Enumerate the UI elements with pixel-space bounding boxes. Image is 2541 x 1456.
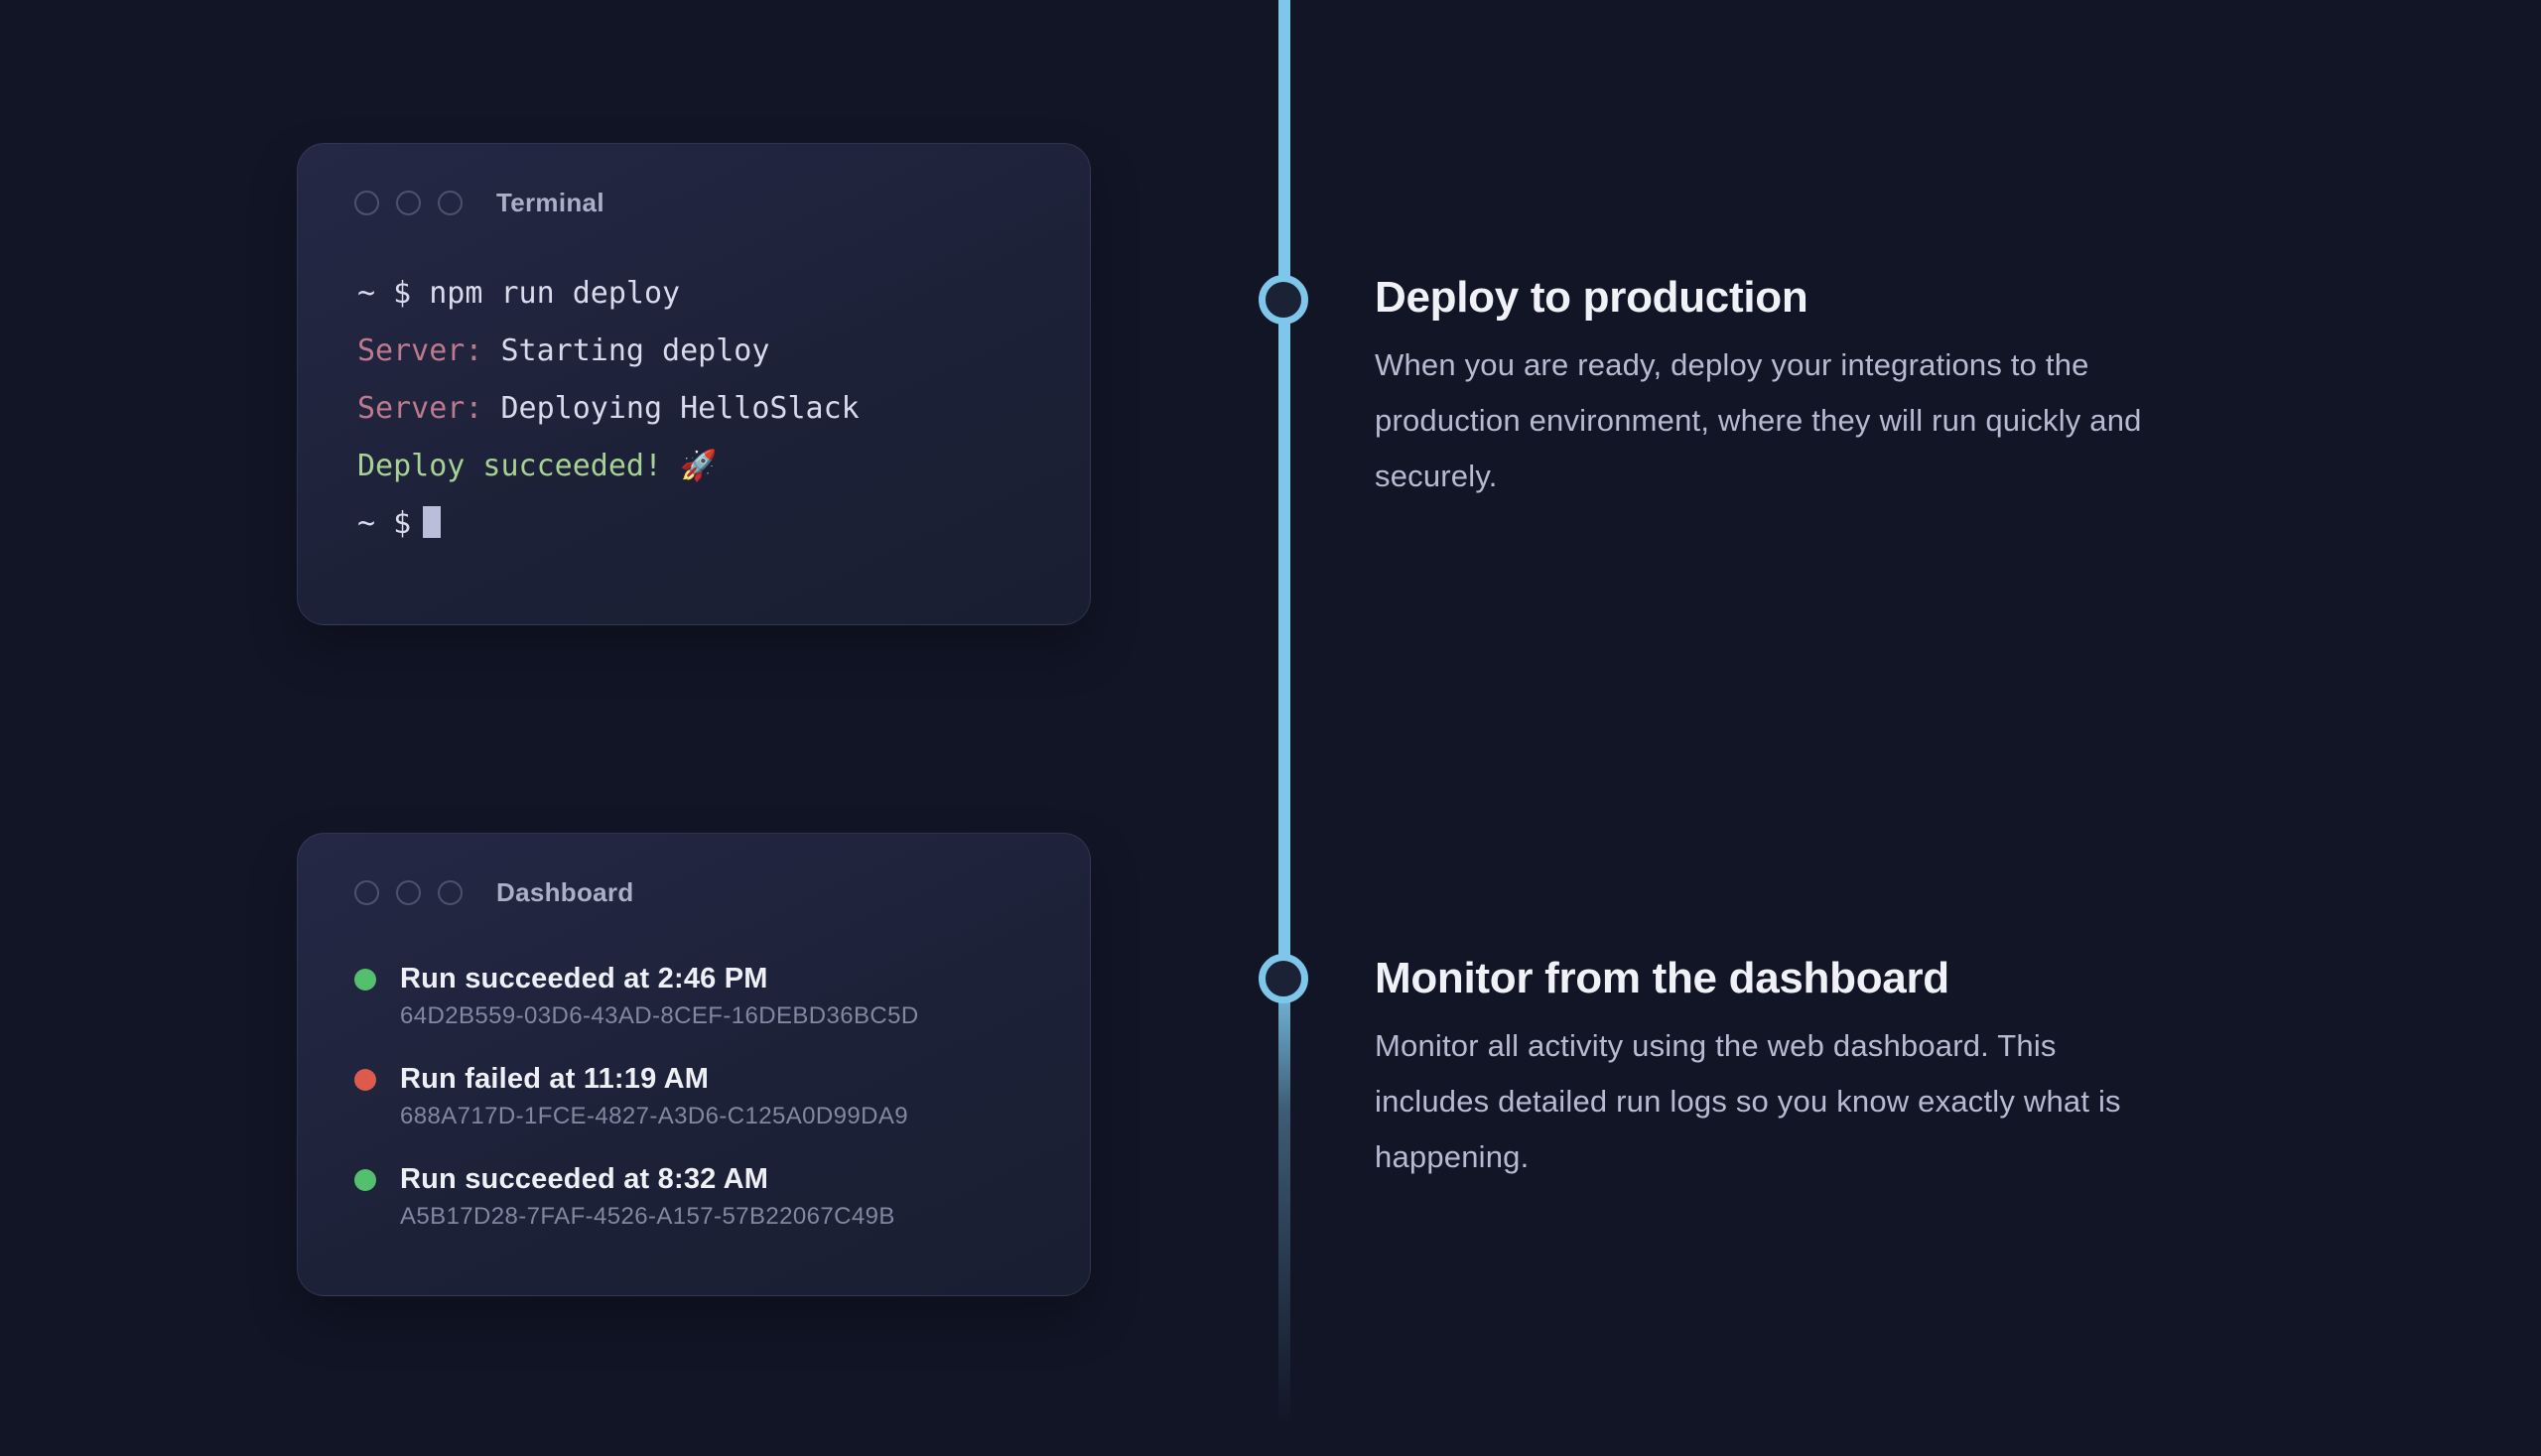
- terminal-output: ~ $ npm run deploy Server: Starting depl…: [298, 215, 1090, 553]
- terminal-cursor: [423, 506, 442, 538]
- terminal-titlebar: Terminal: [298, 144, 1090, 217]
- server-message: Deploying HelloSlack: [482, 391, 860, 426]
- run-status-dot-icon: [354, 969, 376, 991]
- dashboard-window: Dashboard Run succeeded at 2:46 PM 64D2B…: [297, 833, 1091, 1296]
- section-body: Monitor all activity using the web dashb…: [1375, 1028, 2121, 1174]
- window-control-dot-icon: [396, 190, 421, 215]
- feature-section-deploy: Deploy to production When you are ready,…: [1375, 270, 2427, 504]
- section-heading: Deploy to production: [1375, 273, 1808, 322]
- run-title: Run succeeded at 8:32 AM: [400, 1163, 769, 1195]
- deploy-success-message: Deploy succeeded! 🚀: [357, 449, 718, 483]
- run-id: A5B17D28-7FAF-4526-A157-57B22067C49B: [400, 1203, 895, 1230]
- terminal-line-success: Deploy succeeded! 🚀: [357, 438, 1090, 495]
- terminal-line-server-1: Server: Starting deploy: [357, 323, 1090, 380]
- terminal-window: Terminal ~ $ npm run deploy Server: Star…: [297, 143, 1091, 625]
- run-item: Run succeeded at 8:32 AM A5B17D28-7FAF-4…: [354, 1161, 1090, 1232]
- run-id: 688A717D-1FCE-4827-A3D6-C125A0D99DA9: [400, 1103, 909, 1129]
- server-label: Server:: [357, 391, 483, 426]
- timeline-node-deploy: [1259, 275, 1308, 325]
- run-item: Run succeeded at 2:46 PM 64D2B559-03D6-4…: [354, 961, 1090, 1031]
- run-status-dot-icon: [354, 1169, 376, 1191]
- window-control-dot-icon: [438, 190, 463, 215]
- server-message: Starting deploy: [482, 333, 770, 368]
- window-control-dot-icon: [354, 879, 379, 905]
- section-body: When you are ready, deploy your integrat…: [1375, 347, 2142, 493]
- feature-section-monitor: Monitor from the dashboard Monitor all a…: [1375, 951, 2427, 1185]
- window-control-dot-icon: [438, 879, 463, 905]
- terminal-line-command: ~ $ npm run deploy: [357, 265, 1090, 323]
- server-label: Server:: [357, 333, 483, 368]
- timeline-node-monitor: [1259, 954, 1308, 1003]
- timeline-line: [1278, 0, 1290, 1424]
- terminal-command-text: ~ $ npm run deploy: [357, 276, 681, 311]
- dashboard-titlebar: Dashboard: [298, 834, 1090, 907]
- window-control-dot-icon: [354, 190, 379, 215]
- window-title: Terminal: [496, 187, 604, 217]
- run-id: 64D2B559-03D6-43AD-8CEF-16DEBD36BC5D: [400, 1002, 919, 1029]
- run-item: Run failed at 11:19 AM 688A717D-1FCE-482…: [354, 1061, 1090, 1131]
- terminal-line-prompt: ~ $: [357, 495, 1090, 553]
- run-title: Run succeeded at 2:46 PM: [400, 963, 768, 994]
- prompt-text: ~ $: [357, 506, 412, 541]
- run-title: Run failed at 11:19 AM: [400, 1063, 710, 1095]
- run-status-dot-icon: [354, 1069, 376, 1091]
- window-control-dot-icon: [396, 879, 421, 905]
- section-heading: Monitor from the dashboard: [1375, 954, 1949, 1002]
- run-list: Run succeeded at 2:46 PM 64D2B559-03D6-4…: [298, 905, 1090, 1232]
- terminal-line-server-2: Server: Deploying HelloSlack: [357, 380, 1090, 438]
- window-title: Dashboard: [496, 876, 634, 907]
